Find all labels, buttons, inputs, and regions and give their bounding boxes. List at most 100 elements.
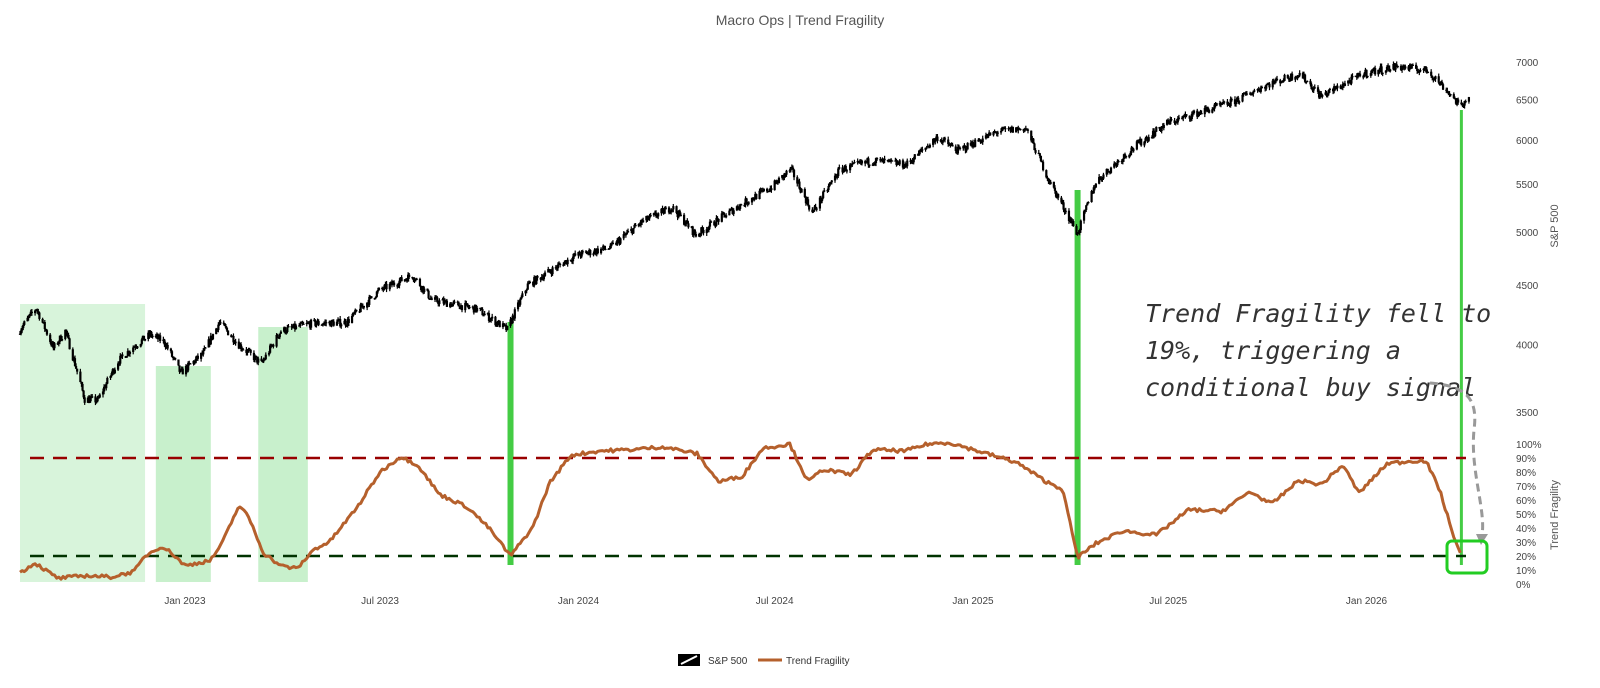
price-bar-body — [1275, 78, 1279, 81]
x-tick-label: Jan 2023 — [164, 596, 206, 607]
price-bar-body — [94, 396, 97, 403]
price-bar-body — [457, 302, 460, 307]
price-bar-body — [675, 206, 678, 214]
price-bar-body — [1313, 87, 1316, 89]
price-bar-body — [1431, 75, 1434, 78]
price-bar-body — [1170, 119, 1173, 121]
price-bar-body — [548, 269, 551, 272]
price-bar-body — [1259, 87, 1262, 92]
price-bar-body — [1343, 83, 1347, 86]
price-bar-body — [740, 204, 743, 206]
legend-item-fragility[interactable]: Trend Fragility — [758, 656, 850, 667]
price-bar-body — [332, 321, 335, 326]
legend-sp500-swatch-mark — [680, 655, 698, 665]
price-bar-body — [383, 285, 386, 290]
price-bar-body — [344, 320, 347, 326]
price-bar-body — [563, 261, 566, 266]
price-bar-body — [1121, 158, 1124, 162]
price-bar-body — [999, 131, 1003, 133]
price-bar-body — [569, 259, 572, 261]
price-bar-body — [331, 320, 334, 322]
price-bar-body — [1396, 65, 1399, 68]
price-bar-body — [468, 306, 471, 309]
price-bar-body — [882, 158, 885, 163]
price-bar-body — [1212, 108, 1215, 111]
price-bar-body — [1253, 90, 1256, 92]
price-bar-body — [1414, 64, 1418, 69]
price-bar-body — [852, 162, 855, 165]
price-bar-body — [932, 138, 935, 145]
price-bar-body — [285, 331, 288, 334]
price-bar-body — [639, 220, 643, 225]
price-bar-body — [608, 248, 611, 250]
price-bar-body — [423, 288, 426, 293]
price-bar-body — [1060, 197, 1063, 203]
price-bar-body — [1348, 80, 1351, 82]
price-bar-body — [1298, 72, 1301, 76]
price-bar-body — [1162, 124, 1165, 128]
price-bar-body — [479, 307, 482, 310]
price-bar-body — [98, 394, 101, 398]
price-bar-body — [136, 346, 139, 348]
price-bar-body — [345, 325, 348, 327]
fragility-axis-title: Trend Fragility — [1549, 480, 1561, 550]
price-bar-body — [275, 335, 278, 347]
price-bar-body — [257, 358, 260, 363]
price-bar-body — [1457, 99, 1460, 103]
price-bar-body — [874, 158, 878, 164]
price-bar-body — [883, 158, 886, 161]
annotation-line-3: conditional buy signal — [1145, 373, 1476, 402]
price-bar-body — [232, 335, 235, 343]
price-bar-body — [202, 350, 205, 355]
price-bar-body — [814, 206, 817, 209]
price-bar-body — [875, 158, 879, 160]
price-bar-body — [460, 305, 464, 311]
price-bar-body — [827, 186, 830, 191]
price-bar-body — [1416, 68, 1419, 72]
price-bar-body — [660, 208, 663, 214]
x-tick-label: Jan 2026 — [1346, 596, 1388, 607]
price-bar-body — [1122, 154, 1126, 159]
annotation: Trend Fragility fell to 19%, triggering … — [1145, 299, 1491, 545]
price-bar-body — [964, 145, 967, 151]
price-bar-body — [1025, 128, 1029, 130]
price-bar-body — [427, 290, 430, 299]
price-bar-body — [702, 229, 705, 234]
price-bar-body — [1181, 117, 1184, 119]
price-bar-body — [291, 327, 294, 329]
price-bar-body — [219, 322, 222, 324]
price-bar-body — [139, 343, 142, 347]
price-bar-body — [528, 281, 532, 284]
price-bar-body — [700, 227, 703, 235]
price-bar-body — [443, 300, 446, 304]
price-bar-body — [715, 217, 718, 226]
price-bar-body — [1422, 68, 1425, 71]
signal-line — [507, 322, 514, 565]
price-bar-body — [667, 207, 671, 213]
price-bar-body — [851, 163, 854, 166]
price-bar-body — [381, 287, 384, 290]
price-bar-body — [670, 209, 673, 213]
price-bar-body — [95, 401, 98, 403]
x-tick-label: Jan 2024 — [558, 596, 600, 607]
price-bar-body — [1169, 119, 1172, 125]
legend-item-sp500[interactable]: S&P 500 — [678, 654, 748, 667]
price-bar-body — [354, 309, 357, 314]
price-bar-body — [743, 204, 746, 207]
price-bar-body — [701, 227, 704, 230]
price-bar-body — [1158, 126, 1161, 129]
price-bar-body — [609, 243, 612, 249]
price-bar-body — [309, 319, 313, 328]
price-bar-body — [1222, 101, 1225, 104]
price-bar-body — [174, 357, 177, 360]
fragility-tick-label: 30% — [1516, 538, 1536, 549]
price-bar-body — [68, 338, 71, 350]
price-bar-body — [556, 264, 560, 269]
price-bar-body — [770, 188, 773, 191]
price-bar-body — [415, 278, 418, 280]
price-bar-body — [1155, 126, 1158, 132]
price-bar-body — [1334, 86, 1337, 90]
price-bar-body — [1131, 147, 1134, 150]
price-bar-body — [753, 199, 756, 201]
price-bar-body — [699, 233, 702, 236]
